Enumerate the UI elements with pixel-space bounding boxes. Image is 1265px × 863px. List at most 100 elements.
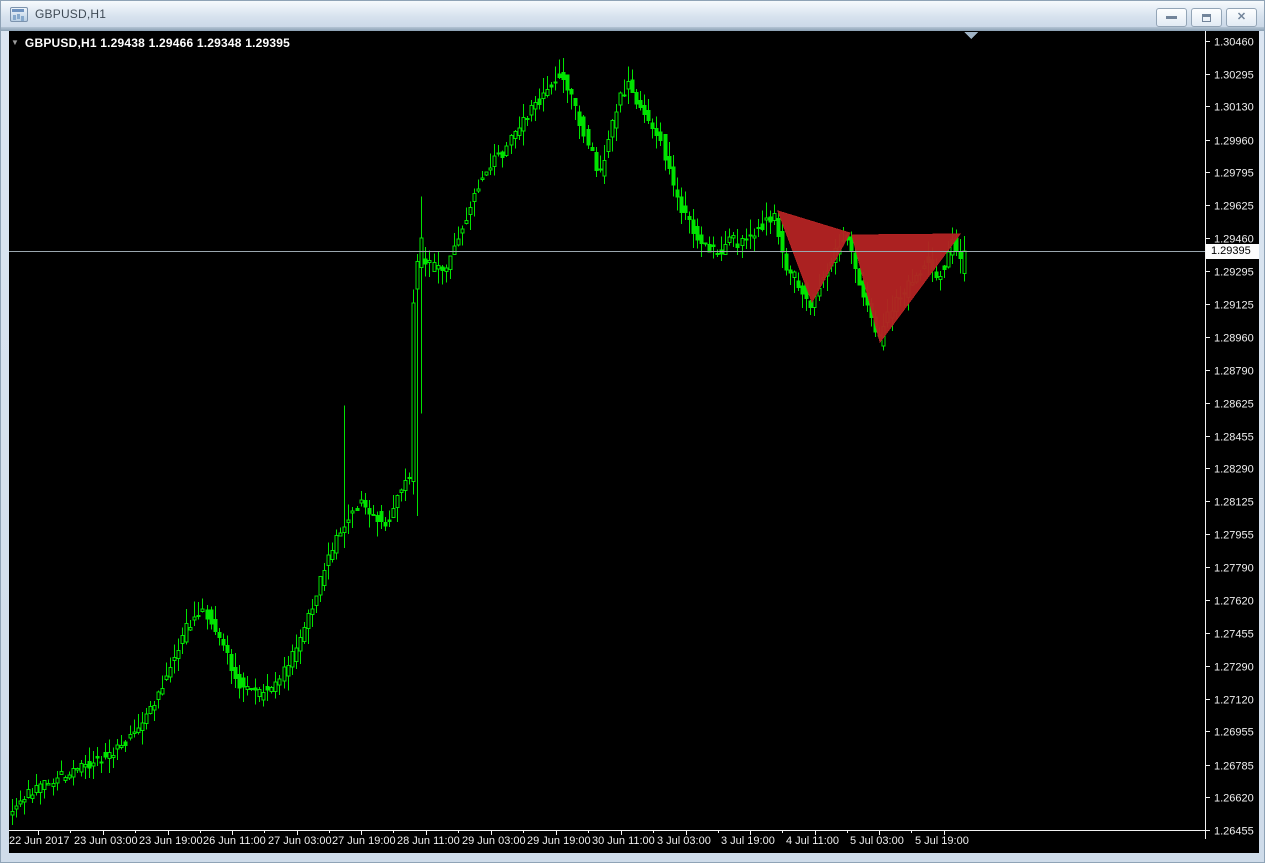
price-axis-label: 1.27120 [1214, 695, 1254, 707]
candle-body [513, 131, 518, 139]
candle-body [602, 159, 607, 177]
candle-body [46, 783, 51, 786]
candle-body [541, 92, 546, 99]
candle-body [699, 234, 704, 244]
candle-body [748, 234, 753, 237]
candle-body [740, 237, 745, 247]
candle-body [261, 691, 266, 701]
candle-body [545, 89, 550, 96]
candle-body [30, 794, 35, 799]
price-axis-label: 1.28455 [1214, 432, 1254, 444]
candle-body [363, 500, 368, 508]
candle-body [808, 300, 813, 309]
candle-body [91, 762, 96, 767]
candle-body [160, 687, 165, 695]
candle-body [703, 242, 708, 245]
candle-body [411, 302, 416, 482]
candle-body [480, 177, 485, 180]
candle-body [10, 811, 15, 816]
candle-body [553, 81, 558, 84]
chart-shift-marker-icon[interactable] [964, 32, 978, 39]
price-axis-label: 1.27955 [1214, 530, 1254, 542]
candle-body [427, 260, 432, 263]
candle-body [115, 744, 120, 750]
candle-body [257, 689, 262, 698]
candle-body [460, 228, 465, 234]
candle-body [79, 763, 84, 773]
candle-body [610, 120, 615, 138]
candle-body [938, 276, 943, 280]
candle-body [302, 626, 307, 643]
restore-button[interactable] [1191, 8, 1222, 27]
candle-body [549, 84, 554, 88]
price-axis-label: 1.29460 [1214, 234, 1254, 246]
titlebar-separator [1, 27, 1264, 31]
candle-body [156, 691, 161, 700]
chart-surface[interactable]: 1.30460 1.30295 1.30130 1.29960 1.29795 1.296… [9, 31, 1259, 853]
candle-body [213, 619, 218, 633]
candle-body [476, 188, 481, 192]
candle-body [618, 92, 623, 106]
time-axis-label: 4 Jul 11:00 [786, 835, 839, 847]
candle-body [221, 639, 226, 646]
minimize-button[interactable] [1156, 8, 1187, 27]
candle-body [784, 253, 789, 271]
time-axis-label: 29 Jun 19:00 [527, 835, 591, 847]
candle-body [192, 616, 197, 621]
candle-body [148, 706, 153, 714]
window-buttons: ✕ [1156, 8, 1257, 27]
pattern-triangle[interactable] [851, 233, 961, 344]
price-axis-label: 1.30460 [1214, 37, 1254, 49]
candle-body [642, 104, 647, 116]
candle-body [492, 155, 497, 167]
candle-body [444, 267, 449, 272]
candle-body [679, 196, 684, 214]
candle-body [691, 219, 696, 234]
candle-body [371, 514, 376, 516]
chart-window-icon[interactable] [10, 6, 28, 22]
close-button[interactable]: ✕ [1226, 8, 1257, 27]
candle-body [87, 760, 92, 769]
price-axis-label: 1.28960 [1214, 333, 1254, 345]
time-axis-label: 27 Jun 19:00 [332, 835, 396, 847]
candle-body [18, 800, 23, 805]
candle-body [525, 117, 530, 121]
candle-body [350, 510, 355, 514]
candle-body [290, 651, 295, 668]
candle-body [241, 677, 246, 688]
candle-body [330, 550, 335, 561]
candle-body [565, 74, 570, 91]
price-axis-label: 1.29125 [1214, 300, 1254, 312]
bid-price-tag: 1.29395 [1206, 243, 1259, 259]
candle-body [34, 784, 39, 794]
candle-body [780, 230, 785, 253]
candle-body [379, 510, 384, 522]
candle-body [557, 73, 562, 79]
candle-body [111, 754, 116, 758]
candle-body [723, 244, 728, 255]
candle-body [338, 532, 343, 537]
candle-body [448, 255, 453, 270]
chevron-down-icon[interactable]: ▼ [11, 38, 19, 47]
price-chart[interactable]: 1.30460 1.30295 1.30130 1.29960 1.29795 1.296… [9, 31, 1259, 853]
price-axis-label: 1.29960 [1214, 136, 1254, 148]
time-axis-label: 28 Jun 11:00 [397, 835, 460, 847]
candle-body [395, 495, 400, 509]
candle-body [249, 688, 254, 691]
price-axis-label: 1.28125 [1214, 497, 1254, 509]
candle-body [788, 269, 793, 274]
candle-body [658, 131, 663, 141]
candle-body [456, 238, 461, 246]
price-axis-label: 1.28790 [1214, 366, 1254, 378]
window-titlebar[interactable]: GBPUSD,H1 ✕ [1, 1, 1264, 27]
candle-body [776, 218, 781, 237]
candle-body [144, 713, 149, 725]
price-axis-label: 1.28290 [1214, 464, 1254, 476]
candle-body [667, 156, 672, 170]
price-axis-label: 1.26785 [1214, 761, 1254, 773]
pattern-triangle[interactable] [777, 210, 851, 304]
price-axis-label: 1.29625 [1214, 201, 1254, 213]
candle-body [152, 705, 157, 711]
candle-body [367, 508, 372, 515]
candle-body [731, 234, 736, 239]
